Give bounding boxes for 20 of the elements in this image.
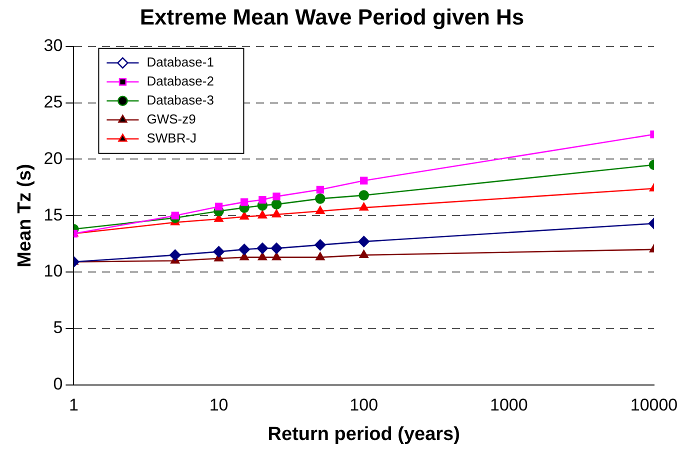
y-tick-label: 20 <box>44 148 63 168</box>
x-tick-label: 1 <box>68 396 78 415</box>
y-tick-label: 10 <box>44 262 63 281</box>
legend-label: GWS-z9 <box>146 111 196 126</box>
legend-label: SWBR-J <box>146 130 197 146</box>
x-axis-title: Return period (years) <box>268 424 460 445</box>
y-axis-title: Mean Tz (s) <box>14 164 36 268</box>
chart-title: Extreme Mean Wave Period given Hs <box>140 4 524 30</box>
x-tick-label: 10000 <box>630 396 678 415</box>
legend-label: Database-2 <box>146 73 214 88</box>
y-tick-label: 25 <box>44 92 63 112</box>
y-tick-label: 5 <box>53 318 63 338</box>
legend-label: Database-1 <box>146 54 214 70</box>
x-tick-label: 100 <box>350 396 378 415</box>
legend-label: Database-3 <box>146 92 214 108</box>
x-tick-label: 1000 <box>490 396 528 415</box>
y-tick-label: 0 <box>53 374 63 394</box>
x-tick-label: 10 <box>209 396 228 415</box>
y-tick-label: 30 <box>44 36 63 56</box>
y-tick-label: 15 <box>44 205 63 224</box>
